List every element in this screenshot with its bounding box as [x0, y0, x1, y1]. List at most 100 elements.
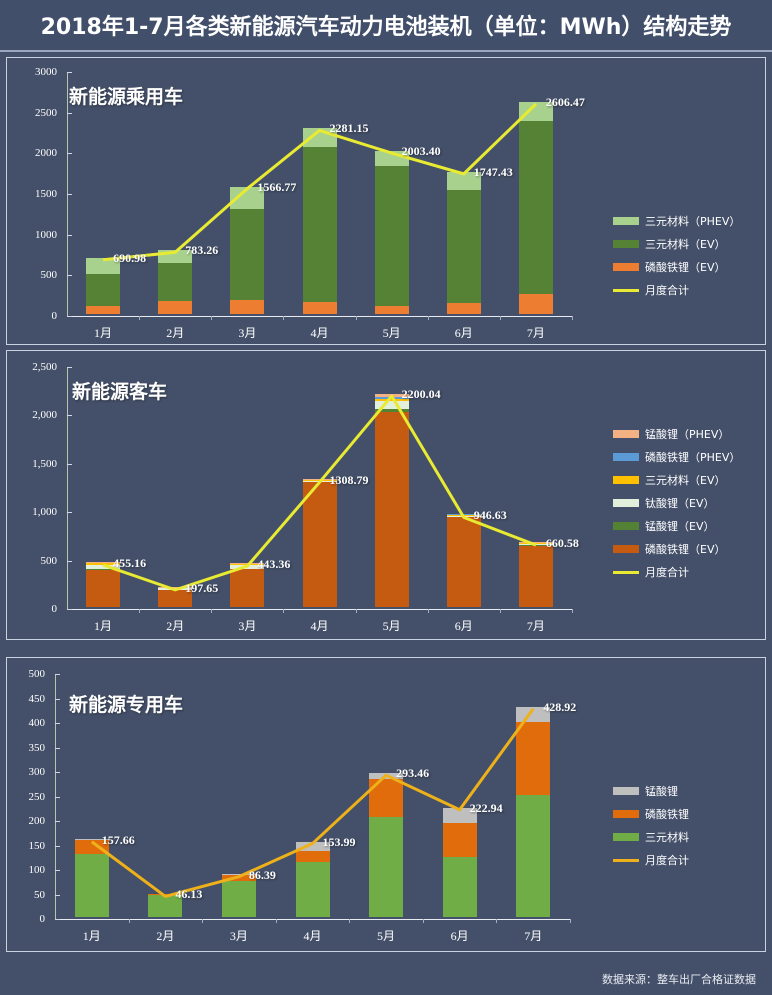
plot-area-1: 新能源乘用车 0 500 1000 1500 2000 2500 3000 1月 2月 3月 4月 5月… — [7, 58, 765, 344]
chart-legend: 三元材料（PHEV） 三元材料（EV） 磷酸铁锂（EV） 月度合计 — [613, 213, 740, 305]
y-axis-tick-label: 250 — [28, 790, 46, 803]
bar-segment — [221, 880, 256, 917]
legend-item[interactable]: 月度合计 — [613, 282, 740, 298]
legend-line-swatch — [613, 858, 639, 862]
data-point-label: 946.63 — [473, 508, 507, 523]
legend-item[interactable]: 锰酸锂（EV） — [613, 518, 740, 534]
x-axis-tick-mark — [275, 919, 277, 923]
x-axis-line — [67, 316, 572, 317]
legend-item[interactable]: 月度合计 — [613, 564, 740, 580]
y-axis-tick-label: 2500 — [35, 106, 57, 119]
data-point-label: 153.99 — [322, 834, 356, 849]
y-axis-tick-mark — [67, 367, 72, 368]
bar-segment — [446, 302, 481, 314]
y-axis-tick-label: 200 — [28, 815, 46, 827]
legend-item-label: 磷酸铁锂（EV） — [645, 543, 726, 556]
y-axis-tick-mark — [67, 153, 72, 155]
legend-item[interactable]: 月度合计 — [613, 852, 689, 868]
page-title: 2018年1-7月各类新能源汽车动力电池装机（单位：MWh）结构走势 — [40, 15, 732, 40]
chart-title: 新能源客车 — [72, 381, 168, 403]
legend-line-swatch — [613, 570, 639, 574]
data-point-label: 660.58 — [545, 536, 579, 551]
x-axis-tick-mark — [496, 919, 498, 923]
legend-item[interactable]: 锰酸锂 — [613, 783, 689, 799]
legend-item[interactable]: 磷酸铁锂 — [613, 806, 689, 822]
data-point-label: 293.46 — [396, 766, 430, 781]
legend-item-label: 锰酸锂（PHEV） — [645, 428, 730, 441]
y-axis-tick-mark — [67, 72, 72, 73]
chart-title: 新能源乘用车 — [69, 86, 184, 108]
x-axis-tick-label: 3月 — [238, 619, 257, 633]
data-point-label: 1566.77 — [257, 179, 297, 194]
legend-item[interactable]: 三元材料（EV） — [613, 236, 740, 252]
y-axis-tick-label: 0 — [51, 603, 58, 615]
y-axis-tick-mark — [67, 275, 72, 277]
legend-item-label: 月度合计 — [645, 854, 689, 867]
page-title-bar: 2018年1-7月各类新能源汽车动力电池装机（单位：MWh）结构走势 — [0, 0, 772, 52]
chart-legend: 锰酸锂（PHEV） 磷酸铁锂（PHEV） 三元材料（EV） 钛酸锂（EV） 锰酸锂（EV… — [613, 426, 740, 587]
data-point-label: 86.39 — [248, 867, 276, 882]
y-axis-tick-mark — [67, 512, 72, 514]
y-axis-tick-label: 0 — [51, 310, 58, 322]
x-axis-tick-mark — [570, 919, 571, 923]
x-axis-tick-label: 1月 — [94, 619, 113, 633]
y-axis-tick-mark — [67, 316, 72, 317]
x-axis-tick-mark — [427, 316, 429, 320]
x-axis-tick-label: 2月 — [166, 326, 185, 340]
legend-color-swatch — [613, 522, 639, 530]
x-axis-tick-mark — [572, 609, 573, 613]
legend-color-swatch — [613, 430, 639, 438]
x-axis-tick-label: 1月 — [82, 929, 101, 943]
legend-item[interactable]: 磷酸铁锂（EV） — [613, 259, 740, 275]
bar-segment — [518, 293, 553, 314]
legend-item-label: 锰酸锂 — [645, 785, 678, 798]
x-axis-tick-mark — [499, 609, 501, 613]
bar-segment — [158, 589, 193, 607]
bar-segment — [374, 401, 409, 409]
x-axis-tick-mark — [283, 609, 285, 613]
y-axis-tick-label: 2000 — [35, 147, 57, 160]
y-axis-tick-label: 1,000 — [32, 506, 57, 519]
bar-segment — [518, 545, 553, 607]
legend-item[interactable]: 锰酸锂（PHEV） — [613, 426, 740, 442]
y-axis-tick-mark — [55, 845, 60, 847]
y-axis-tick-label: 500 — [28, 668, 46, 680]
chart-panel-buses: 新能源客车 0 500 1,000 1,500 2,000 2,500 1月 2月 3月 4月 5月 6… — [6, 350, 766, 640]
x-axis-tick-mark — [355, 609, 357, 613]
legend-item[interactable]: 磷酸铁锂（PHEV） — [613, 449, 740, 465]
bar-segment — [295, 851, 330, 863]
legend-item-label: 三元材料 — [645, 831, 689, 844]
chart-legend: 锰酸锂磷酸铁锂三元材料月度合计 — [613, 783, 689, 875]
bar-segment — [148, 895, 183, 917]
data-point-label: 455.16 — [113, 555, 147, 570]
x-axis-tick-mark — [202, 919, 204, 923]
y-axis-tick-label: 2,000 — [32, 409, 57, 422]
x-axis-tick-label: 4月 — [303, 929, 322, 943]
legend-item-label: 磷酸铁锂（EV） — [645, 261, 726, 274]
legend-item[interactable]: 三元材料（EV） — [613, 472, 740, 488]
legend-item[interactable]: 三元材料 — [613, 829, 689, 845]
data-point-label: 197.65 — [185, 580, 219, 595]
data-point-label: 1747.43 — [473, 164, 513, 179]
y-axis-tick-label: 100 — [28, 864, 46, 876]
bar-segment — [86, 569, 121, 607]
bar-segment — [86, 274, 121, 306]
data-point-label: 2200.04 — [401, 387, 441, 402]
x-axis-tick-label: 3月 — [229, 929, 248, 943]
legend-color-swatch — [613, 476, 639, 484]
y-axis-tick-mark — [55, 747, 60, 749]
data-point-label: 2606.47 — [545, 95, 585, 109]
y-axis-tick-mark — [55, 796, 60, 798]
legend-item[interactable]: 三元材料（PHEV） — [613, 213, 740, 229]
legend-item[interactable]: 磷酸铁锂（EV） — [613, 541, 740, 557]
y-axis-tick-label: 2,500 — [32, 361, 57, 373]
legend-item[interactable]: 钛酸锂（EV） — [613, 495, 740, 511]
legend-item-label: 月度合计 — [645, 284, 689, 297]
y-axis-tick-mark — [55, 821, 60, 822]
y-axis-tick-mark — [55, 772, 60, 773]
bar-segment — [302, 147, 337, 303]
x-axis-tick-label: 2月 — [166, 619, 185, 633]
bar-segment — [516, 722, 551, 795]
bar-segment — [374, 166, 409, 306]
